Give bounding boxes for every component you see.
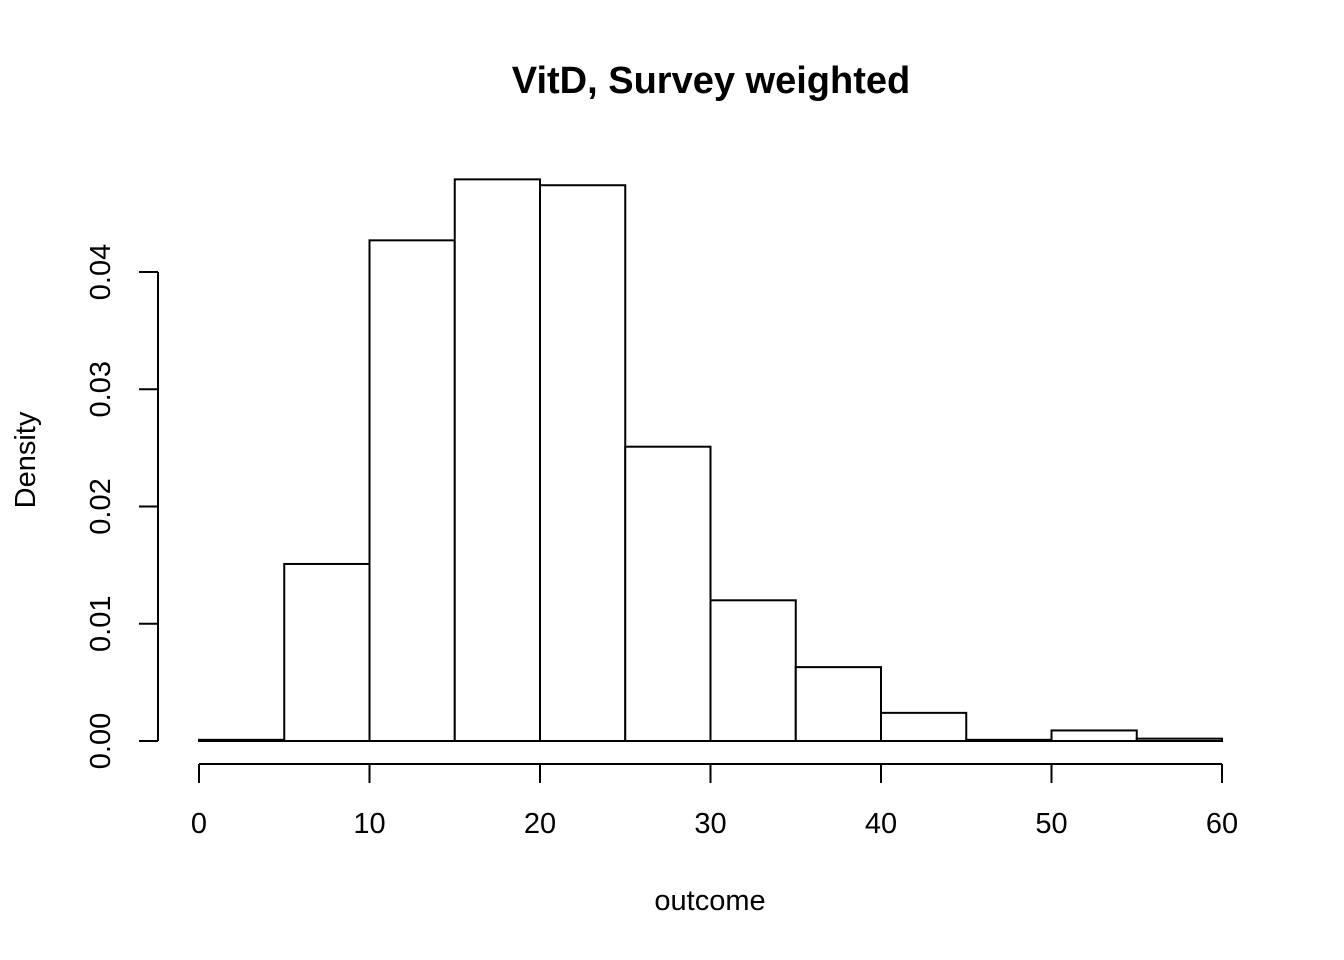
x-tick-label: 10 bbox=[353, 808, 385, 840]
y-tick-label: 0.03 bbox=[85, 361, 117, 417]
x-tick-label: 30 bbox=[694, 808, 726, 840]
y-tick-label: 0.01 bbox=[85, 596, 117, 652]
histogram-bar-5 bbox=[624, 445, 712, 742]
y-tick-label: 0.00 bbox=[85, 713, 117, 769]
histogram-bar-6 bbox=[709, 599, 797, 742]
y-axis-label: Density bbox=[10, 411, 42, 508]
x-axis-label: outcome bbox=[654, 885, 765, 917]
y-tick-label: 0.02 bbox=[85, 478, 117, 534]
histogram-bar-3 bbox=[453, 178, 541, 742]
histogram-bar-7 bbox=[794, 666, 882, 743]
y-axis: 0.00 0.01 0.02 0.03 0.04 bbox=[85, 244, 159, 769]
x-tick-label: 40 bbox=[865, 808, 897, 840]
histogram-bar-4 bbox=[539, 184, 627, 743]
histogram-bar-9 bbox=[965, 738, 1053, 743]
chart-title: VitD, Survey weighted bbox=[512, 60, 910, 102]
x-tick-label: 0 bbox=[191, 808, 207, 840]
x-tick-label: 20 bbox=[524, 808, 556, 840]
histogram-bar-1 bbox=[283, 562, 371, 743]
x-axis: 0 10 20 30 40 50 60 bbox=[191, 763, 1238, 840]
y-tick-label: 0.04 bbox=[85, 244, 117, 300]
x-tick-label: 50 bbox=[1035, 808, 1067, 840]
histogram-bar-11 bbox=[1135, 737, 1223, 743]
histogram-bar-2 bbox=[368, 239, 456, 742]
histogram-bar-10 bbox=[1050, 729, 1138, 743]
histogram-bar-8 bbox=[880, 711, 968, 742]
histogram-bars bbox=[198, 178, 1223, 743]
x-tick-label: 60 bbox=[1206, 808, 1238, 840]
histogram-bar-0 bbox=[198, 738, 286, 743]
